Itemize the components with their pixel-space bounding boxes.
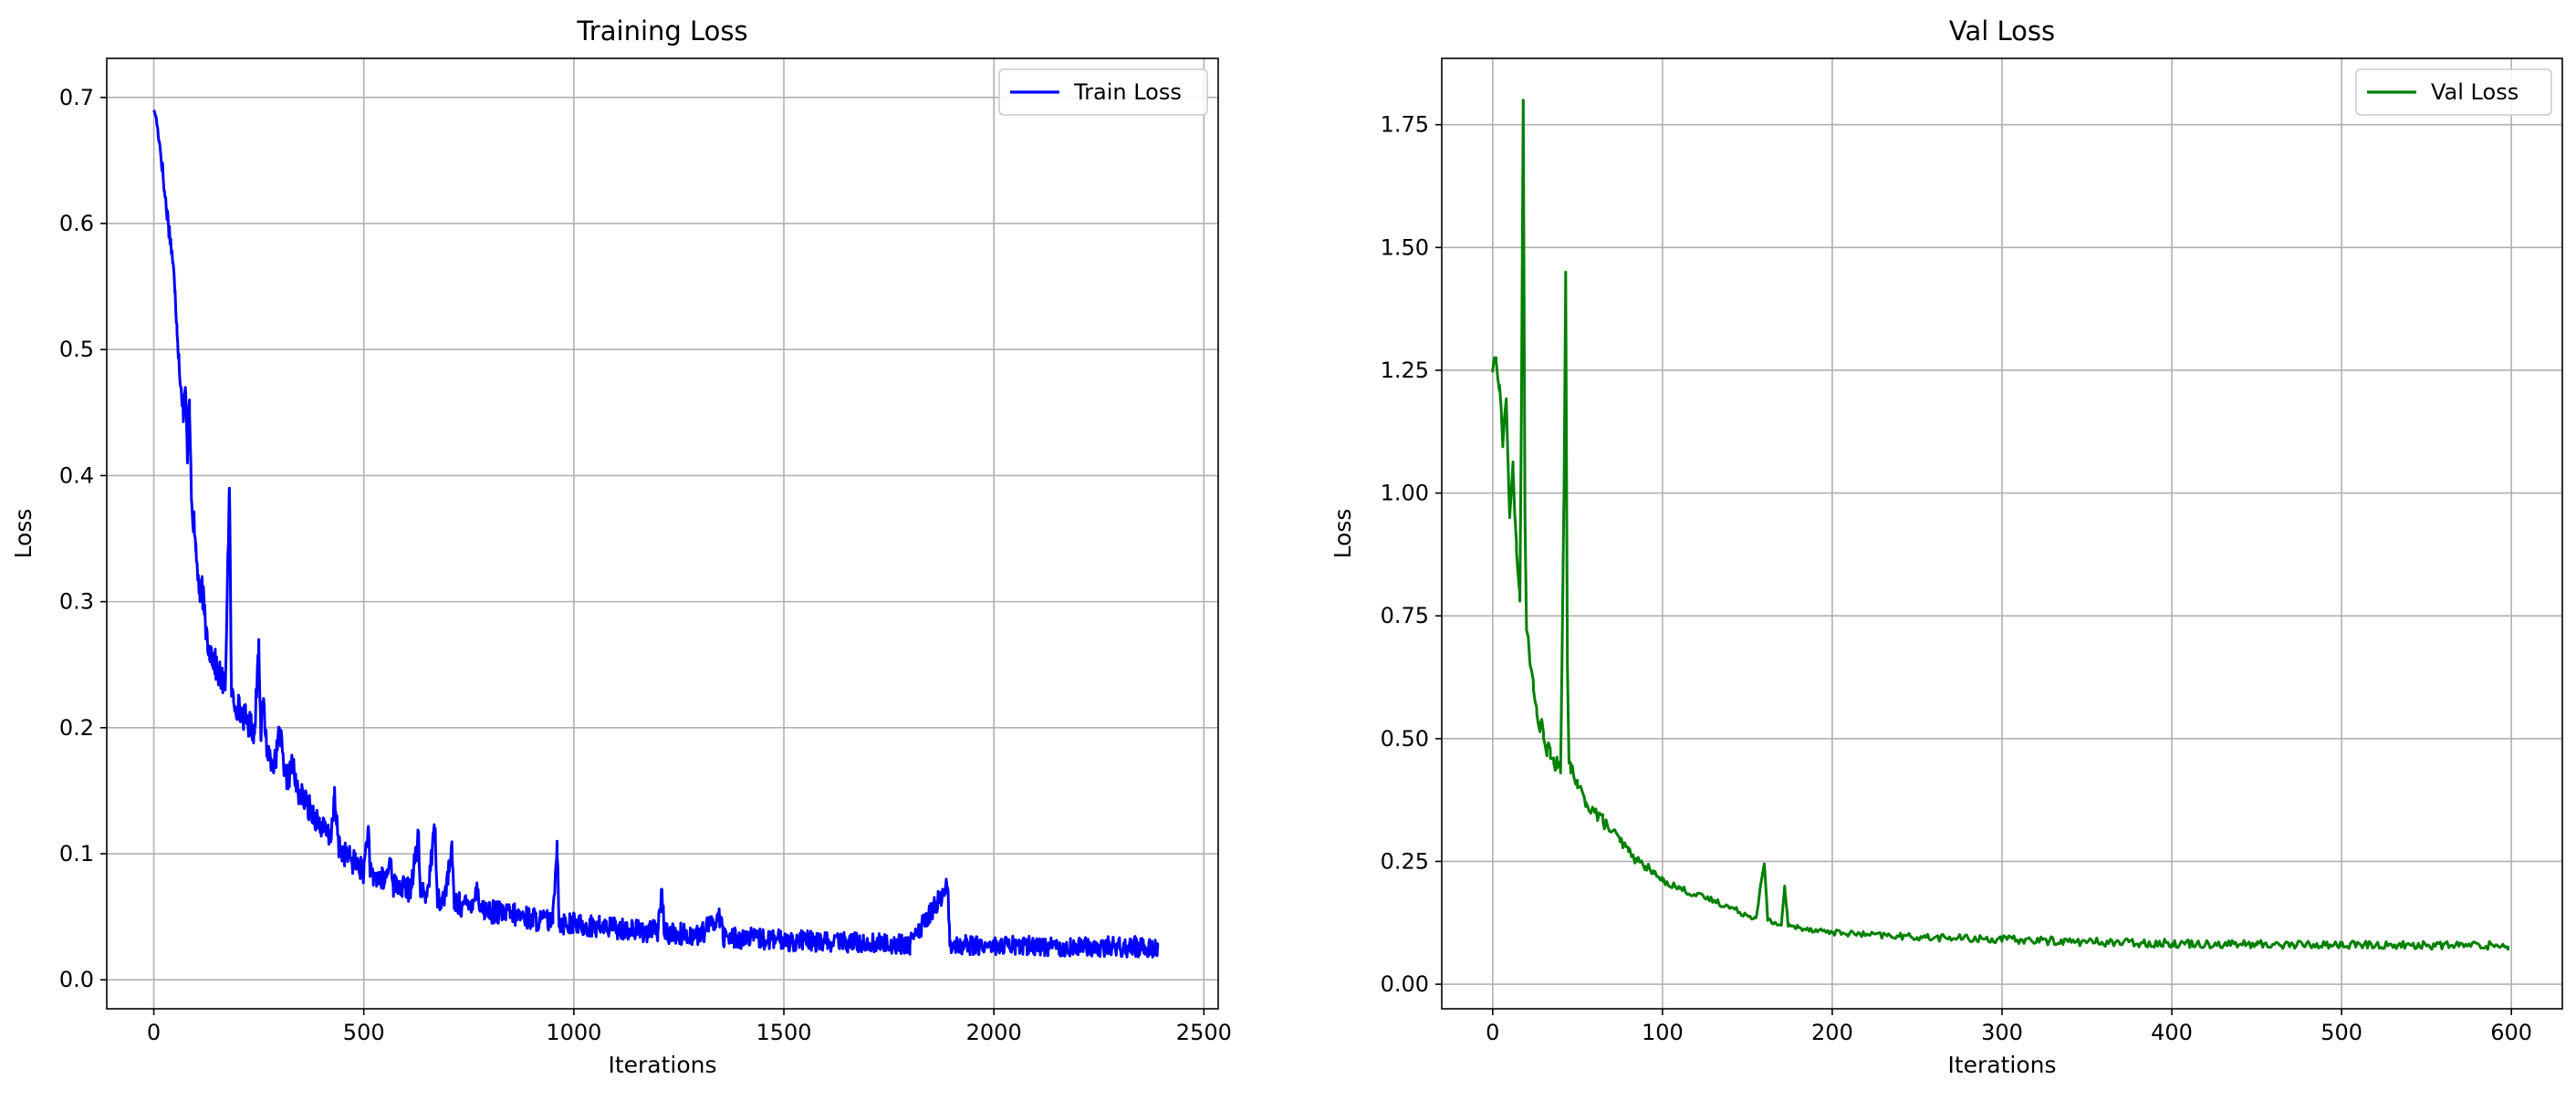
val-x-axis-label: Iterations: [1947, 1052, 2056, 1078]
val-y-tick-label: 1.00: [1381, 481, 1429, 506]
val-y-tick-label: 1.50: [1381, 234, 1429, 260]
val-y-tick-label: 0.50: [1381, 726, 1429, 752]
train-legend-label: Train Loss: [1073, 79, 1182, 105]
train-x-tick-label: 0: [147, 1020, 161, 1045]
val-x-tick-label: 600: [2490, 1020, 2532, 1045]
val-legend-box: [2355, 68, 2552, 116]
train-y-tick-label: 0.0: [59, 967, 94, 992]
val-x-tick-label: 300: [1981, 1020, 2023, 1045]
train-x-tick-label: 2500: [1176, 1020, 1232, 1045]
val-legend-label: Val Loss: [2431, 79, 2519, 105]
train-axes-frame: [106, 57, 1219, 1010]
val-y-tick-label: 1.75: [1381, 112, 1429, 138]
val-y-tick-label: 0.00: [1381, 971, 1429, 997]
val-x-tick-label: 500: [2320, 1020, 2362, 1045]
train-y-tick-label: 0.7: [59, 85, 94, 110]
val-y-tick-label: 0.25: [1381, 848, 1429, 874]
train-chart-title: Training Loss: [576, 16, 747, 47]
val-y-axis-label: Loss: [1330, 509, 1356, 559]
val-x-tick-label: 200: [1811, 1020, 1853, 1045]
train-y-tick-label: 0.3: [59, 589, 94, 615]
val-x-tick-label: 400: [2151, 1020, 2193, 1045]
train-x-tick-label: 1000: [546, 1020, 601, 1045]
train-y-tick-label: 0.4: [59, 462, 94, 488]
train-y-tick-label: 0.5: [59, 337, 94, 362]
train-x-tick-label: 2000: [966, 1020, 1022, 1045]
train-y-tick-label: 0.1: [59, 841, 94, 867]
train-y-tick-label: 0.6: [59, 211, 94, 236]
training-loss-plot: 0 500 1000 1500 2000 2500 0.0 0.1 0.2 0.3 0.4 0.5 0.…: [10, 16, 1232, 1078]
val-loss-line: [1491, 99, 2509, 951]
train-x-axis-label: Iterations: [608, 1052, 716, 1078]
train-y-axis-label: Loss: [10, 509, 37, 559]
val-loss-plot: 0 100 200 300 400 500 600 0.00 0.25 0.50 0.75 1.00 1…: [1330, 16, 2563, 1078]
val-x-tick-label: 0: [1486, 1020, 1499, 1045]
val-chart-title: Val Loss: [1949, 16, 2055, 47]
train-legend-box: [998, 68, 1208, 116]
val-y-tick-label: 1.25: [1381, 358, 1429, 383]
train-x-tick-label: 500: [343, 1020, 385, 1045]
train-y-tick-label: 0.2: [59, 715, 94, 741]
val-x-tick-label: 100: [1642, 1020, 1684, 1045]
train-x-tick-label: 1500: [756, 1020, 811, 1045]
train-loss-line: [152, 109, 1160, 959]
val-y-tick-label: 0.75: [1381, 603, 1429, 628]
